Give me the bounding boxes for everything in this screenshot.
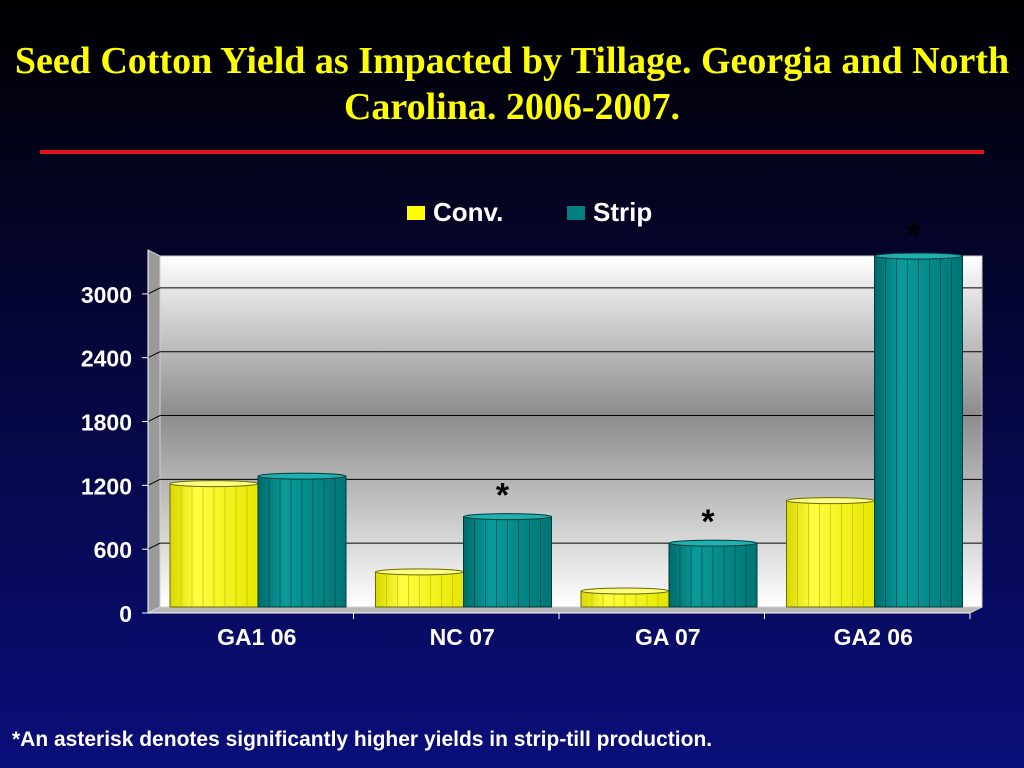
gridline-wall	[147, 287, 161, 295]
x-tick-label: NC 07	[430, 624, 495, 650]
bar-strip-ga1-06	[257, 472, 347, 608]
bar-chart: Conv. Strip 0 600 1200 1800 2400 3000 GA1 06 NC…	[81, 197, 983, 650]
gridline-wall	[147, 542, 161, 550]
bar-series	[169, 252, 963, 608]
legend-swatch-strip	[567, 206, 585, 220]
chart-legend: Conv. Strip	[407, 197, 652, 227]
legend-label: Conv.	[433, 197, 503, 227]
bar-conv-nc-07	[375, 568, 464, 608]
x-tick-label: GA 07	[635, 624, 701, 650]
x-axis: GA1 06 NC 07 GA 07 GA2 06	[217, 613, 971, 650]
gridline-wall	[147, 351, 161, 359]
x-tick-label: GA1 06	[217, 624, 296, 650]
title-divider	[40, 150, 984, 154]
y-tick-label: 3000	[81, 282, 132, 308]
bar-strip-ga2-06	[874, 252, 963, 608]
bar-strip-ga-07	[668, 539, 758, 608]
bar-conv-ga-07	[580, 587, 670, 608]
legend-label: Strip	[593, 197, 652, 227]
y-tick-label: 2400	[81, 346, 132, 372]
y-tick-label: 0	[119, 601, 132, 627]
gridline-wall	[147, 415, 161, 422]
significance-asterisk: *	[496, 477, 510, 515]
plot-floor	[147, 606, 983, 614]
bar-conv-ga2-06	[786, 497, 875, 608]
plot-side-wall	[147, 249, 161, 614]
footnote: *An asterisk denotes significantly highe…	[12, 728, 713, 751]
significance-markers: * * *	[496, 216, 921, 541]
y-tick-label: 1800	[81, 410, 132, 436]
bar-strip-nc-07	[463, 513, 552, 608]
significance-asterisk: *	[907, 216, 921, 254]
legend-swatch-conv	[407, 206, 425, 220]
bar-conv-ga1-06	[169, 480, 259, 608]
significance-asterisk: *	[701, 503, 715, 541]
y-tick-label: 600	[94, 537, 132, 563]
x-tick-label: GA2 06	[834, 624, 913, 650]
y-tick-label: 1200	[81, 473, 132, 499]
slide-title: Seed Cotton Yield as Impacted by Tillage…	[14, 40, 1010, 128]
y-axis: 0 600 1200 1800 2400 3000	[81, 250, 970, 627]
gridline-wall	[147, 478, 161, 486]
